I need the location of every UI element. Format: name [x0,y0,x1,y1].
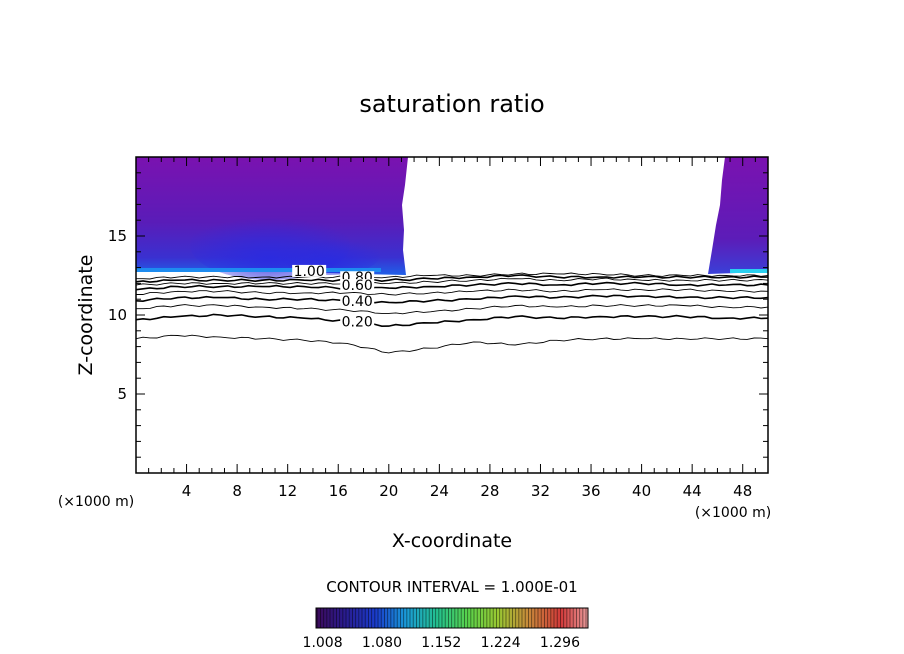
colorbar-tick-label: 1.296 [540,635,580,651]
contour-lines [136,272,768,354]
contour-label: 0.60 [342,278,373,294]
contour-label-bg [340,294,375,307]
contour-label: 1.00 [294,264,325,280]
contour-line-0.8 [136,274,768,283]
x-tick-label: 24 [430,482,449,500]
supersaturated-region-right [708,157,768,274]
y-axis-label: Z-coordinate [75,255,97,376]
contour-line-0.7 [136,277,768,286]
x-tick-label: 40 [632,482,651,500]
base-band-right [730,269,768,273]
chart-title: saturation ratio [359,90,544,118]
x-tick-label: 36 [581,482,600,500]
x-tick-label: 12 [278,482,297,500]
contour-line-0.2 [136,313,768,328]
filled-regions [136,157,768,280]
contour-label: 0.20 [342,314,373,330]
contour-labels: 1.00 0.800.600.400.20 [292,264,375,330]
contour-line-0.1 [136,334,768,354]
x-tick-label: 16 [329,482,348,500]
contour-label: 0.40 [342,294,373,310]
x-tick-label: 48 [733,482,752,500]
x-tick-label: 4 [182,482,192,500]
contour-label-bg [340,279,375,292]
contour-label-bg [292,264,327,277]
colorbar-tick-label: 1.224 [481,635,521,651]
x-unit-right: (×1000 m) [695,505,771,521]
contour-line-0.5 [136,288,768,296]
colorbar-tick-label: 1.008 [303,635,343,651]
x-tick-label: 44 [683,482,702,500]
x-tick-label: 20 [379,482,398,500]
contour-line-0.9 [136,272,768,280]
y-tick-label: 10 [108,306,127,324]
contour-line-0.4 [136,294,768,304]
colorbar-hatch [316,608,588,628]
x-tick-label: 28 [480,482,499,500]
y-tick-label: 5 [117,385,127,403]
contour-interval-label: CONTOUR INTERVAL = 1.000E-01 [326,578,577,596]
colorbar-labels: 1.008 1.080 1.152 1.224 1.296 [303,635,581,651]
contour-label-bg [340,315,375,328]
axis-ticks [136,157,768,473]
contour-line-0.6 [136,281,768,291]
colorbar: 1.008 1.080 1.152 1.224 1.296 [303,607,589,651]
colorbar-tick-label: 1.152 [421,635,461,651]
y-tick-label: 15 [108,227,127,245]
x-tick-label: 8 [232,482,242,500]
contour-line-0.3 [136,304,768,315]
base-band-left [136,268,381,272]
x-axis-label: X-coordinate [392,530,512,552]
x-tick-label: 32 [531,482,550,500]
x-unit-left: (×1000 m) [58,494,134,510]
colorbar-tick-label: 1.080 [362,635,402,651]
